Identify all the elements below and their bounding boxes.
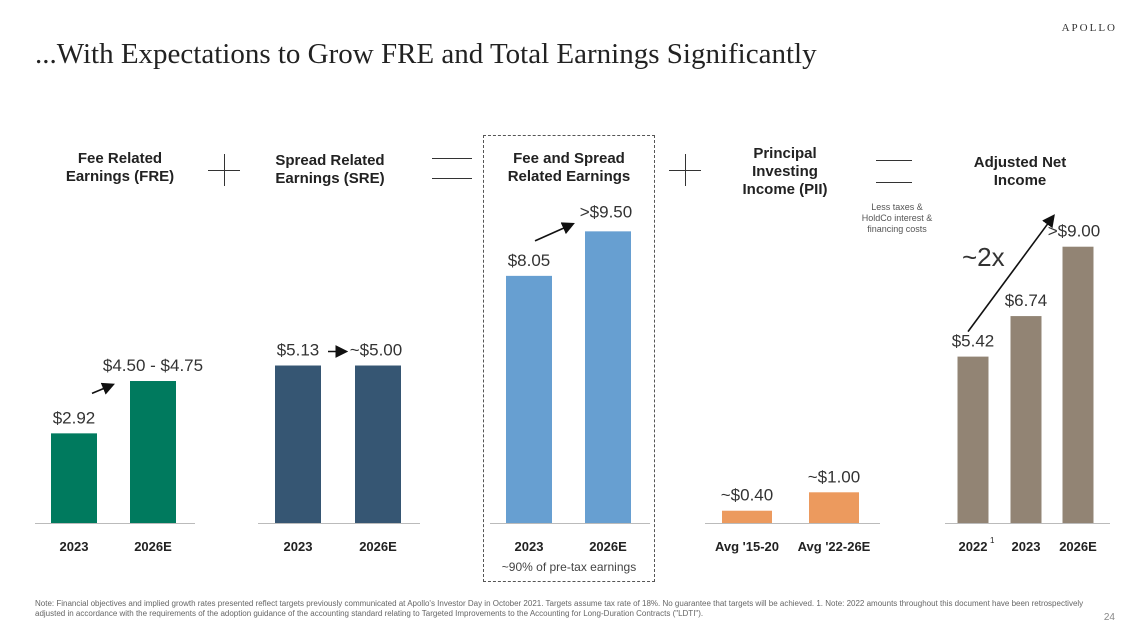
brand-logo: APOLLO <box>1061 22 1117 34</box>
data-label-2-0: $8.05 <box>508 251 551 270</box>
data-label-4-2: >$9.00 <box>1048 222 1100 241</box>
data-label-1-1: ~$5.00 <box>350 341 402 360</box>
less-taxes-note: Less taxes & HoldCo interest & financing… <box>861 202 933 234</box>
tick-label-3-1: Avg '22-26E <box>798 539 871 554</box>
bar-2-0 <box>506 275 552 523</box>
pii-panel-title: Principal Investing Income (PII) <box>742 145 828 198</box>
tick-label-4-1: 2023 <box>1012 539 1041 554</box>
fre-growth-arrow <box>91 382 115 395</box>
page-title: ...With Expectations to Grow FRE and Tot… <box>35 38 817 70</box>
bar-1-0 <box>275 365 321 523</box>
arrows-layer <box>91 214 1055 395</box>
equals-operator-2-bottom <box>876 182 912 183</box>
bar-4-2 <box>1062 246 1094 523</box>
bars-layer: $2.92 2023 $4.50 - $4.75 2026E $5.13 2023 ~$5.… <box>35 202 1110 554</box>
data-label-4-1: $6.74 <box>1005 291 1048 310</box>
bar-2-1 <box>585 231 631 523</box>
tick-label-2-1: 2026E <box>589 539 627 554</box>
data-label-3-0: ~$0.40 <box>721 486 773 505</box>
tick-label-1-0: 2023 <box>284 539 313 554</box>
data-label-0-1: $4.50 - $4.75 <box>103 356 203 375</box>
data-label-1-0: $5.13 <box>277 341 320 360</box>
ani-panel-title: Adjusted Net Income <box>973 154 1067 189</box>
tick-label-4-0: 2022 <box>959 539 988 554</box>
data-label-2-1: >$9.50 <box>580 202 632 221</box>
plus-operator-1-v <box>224 154 225 186</box>
tick-label-4-2: 2026E <box>1059 539 1097 554</box>
plus-operator-2-v <box>685 154 686 186</box>
footnote: Note: Financial objectives and implied g… <box>35 599 1084 618</box>
ani-growth-arrow <box>967 214 1055 333</box>
bar-3-1 <box>809 492 859 523</box>
bar-4-1 <box>1010 316 1042 523</box>
fre-panel-title: Fee Related Earnings (FRE) <box>65 150 175 185</box>
page-number: 24 <box>1103 612 1115 623</box>
fse-dashed-box <box>483 135 655 582</box>
bar-1-1 <box>355 365 401 523</box>
fse-panel-title: Fee and Spread Related Earnings <box>507 150 631 185</box>
bar-0-0 <box>51 433 97 523</box>
tick-label-1-1: 2026E <box>359 539 397 554</box>
data-label-4-0: $5.42 <box>952 332 995 351</box>
tick-label-0-0: 2023 <box>60 539 89 554</box>
equals-operator-1-top <box>432 158 472 159</box>
equals-operator-1-bottom <box>432 178 472 179</box>
equals-operator-2-top <box>876 160 912 161</box>
tick-label-2-0: 2023 <box>515 539 544 554</box>
data-label-3-1: ~$1.00 <box>808 467 860 486</box>
growth-label: ~2x <box>962 242 1005 272</box>
tick-label-3-0: Avg '15-20 <box>715 539 779 554</box>
tick-label-0-1: 2026E <box>134 539 172 554</box>
pretax-earnings-note: ~90% of pre-tax earnings <box>501 560 637 574</box>
data-label-0-0: $2.92 <box>53 408 96 427</box>
footnote-mark: 1 <box>990 536 995 545</box>
bar-3-0 <box>722 510 772 523</box>
fse-growth-arrow <box>534 222 575 242</box>
sre-panel-title: Spread Related Earnings (SRE) <box>275 152 385 187</box>
bar-0-1 <box>130 381 176 523</box>
bar-4-0 <box>957 356 989 523</box>
